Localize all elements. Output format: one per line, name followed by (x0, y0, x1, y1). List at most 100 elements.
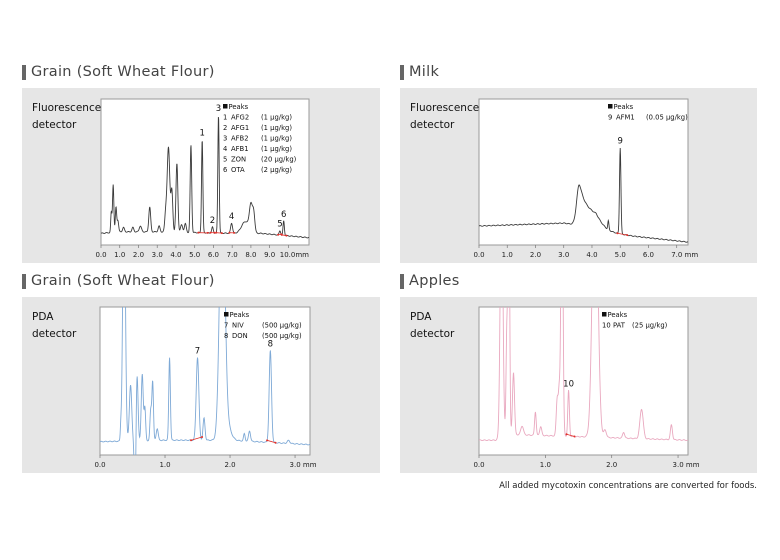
x-tick-label: 2.0 (133, 251, 144, 259)
legend-number: 1 (223, 114, 227, 122)
legend-concentration: (25 µg/kg) (632, 322, 668, 330)
peak-label: 1 (199, 128, 204, 138)
legend-title: Peaks (608, 311, 628, 319)
x-tick-label: 8.0 (245, 251, 256, 259)
legend-square-icon (608, 104, 613, 109)
title-bar-icon (22, 64, 26, 80)
legend-number: 3 (223, 135, 227, 143)
integration-mark (190, 439, 193, 442)
legend-concentration: (1 µg/kg) (261, 124, 292, 132)
integration-mark (206, 231, 209, 234)
detector-label: PDA detector (410, 309, 454, 343)
x-tick-label: 10.0mm (280, 251, 309, 259)
title-text: Grain (Soft Wheat Flour) (31, 64, 215, 80)
integration-mark (573, 435, 576, 438)
integration-mark (277, 233, 280, 236)
x-tick-label: 1.0 (502, 251, 513, 259)
legend-concentration: (1 µg/kg) (261, 114, 292, 122)
legend-compound: AFB2 (231, 135, 249, 143)
legend-compound: DON (232, 332, 248, 340)
legend-number: 9 (608, 114, 612, 122)
title-bar-icon (22, 273, 26, 289)
section-title-milk: Milk (400, 64, 439, 80)
detector-line: detector (32, 328, 77, 340)
integration-mark (201, 436, 204, 439)
x-tick-label: 7.0 mm (671, 251, 698, 259)
integration-baseline (266, 439, 276, 444)
title-bar-icon (400, 64, 404, 80)
title-bar-icon (400, 273, 404, 289)
legend-number: 4 (223, 145, 227, 153)
x-tick-label: 1.0 (114, 251, 125, 259)
integration-mark (220, 232, 223, 235)
integration-baseline (617, 232, 628, 236)
legend-number: 6 (223, 166, 227, 174)
peak-label: 2 (210, 216, 215, 226)
legend-concentration: (1 µg/kg) (261, 135, 292, 143)
peak-label: 5 (277, 220, 282, 230)
legend-square-icon (602, 312, 607, 317)
detector-line: detector (410, 328, 455, 340)
x-tick-label: 4.0 (170, 251, 181, 259)
legend-compound: AFG2 (231, 114, 249, 122)
x-tick-label: 9.0 (264, 251, 275, 259)
integration-mark (274, 441, 277, 444)
x-tick-label: 0.0 (94, 461, 105, 469)
x-tick-label: 7.0 (227, 251, 238, 259)
legend-square-icon (223, 104, 228, 109)
x-tick-label: 3.0 mm (673, 461, 700, 469)
x-tick-label: 2.0 (606, 461, 617, 469)
detector-line: PDA (32, 311, 54, 323)
chromatogram-trace (479, 147, 688, 243)
integration-mark (280, 233, 283, 236)
integration-baseline (566, 433, 575, 437)
detector-line: detector (32, 119, 77, 131)
integration-mark (565, 433, 568, 436)
legend-number: 2 (223, 124, 227, 132)
detector-line: detector (410, 119, 455, 131)
legend-title: Peaks (614, 103, 634, 111)
x-tick-label: 6.0 (643, 251, 654, 259)
legend-concentration: (0.05 µg/kg) (646, 114, 688, 122)
plot-area (478, 98, 689, 246)
legend-concentration: (1 µg/kg) (261, 145, 292, 153)
legend-concentration: (500 µg/kg) (262, 332, 302, 340)
integration-mark (197, 231, 200, 234)
legend-compound: OTA (231, 166, 245, 174)
x-tick-label: 6.0 (208, 251, 219, 259)
legend-compound: AFG1 (231, 124, 249, 132)
x-tick-label: 2.0 (530, 251, 541, 259)
legend-number: 8 (224, 332, 228, 340)
legend-compound: PAT (613, 322, 626, 330)
legend-number: 7 (224, 322, 228, 330)
integration-mark (209, 231, 212, 234)
peak-label: 8 (268, 340, 273, 350)
legend-number: 5 (223, 156, 227, 164)
detector-line: Fluorescence (32, 102, 102, 114)
peak-label: 6 (281, 210, 286, 220)
detector-line: Fluorescence (410, 102, 480, 114)
legend-concentration: (2 µg/kg) (261, 166, 292, 174)
legend-number: 10 (602, 322, 611, 330)
peak-label: 4 (229, 212, 234, 222)
peak-label: 9 (618, 137, 623, 147)
x-tick-label: 4.0 (586, 251, 597, 259)
legend-compound: AFM1 (616, 114, 635, 122)
integration-mark (285, 234, 288, 237)
x-tick-label: 3.0 (558, 251, 569, 259)
detector-label: Fluorescence detector (32, 100, 101, 134)
legend-concentration: (20 µg/kg) (261, 156, 297, 164)
detector-line: PDA (410, 311, 432, 323)
footnote: All added mycotoxin concentrations are c… (499, 481, 757, 491)
peak-label: 10 (563, 379, 574, 389)
x-tick-label: 0.0 (473, 461, 484, 469)
section-title-grain-fluorescence: Grain (Soft Wheat Flour) (22, 64, 215, 80)
title-text: Milk (409, 64, 440, 80)
x-tick-label: 5.0 (189, 251, 200, 259)
legend-square-icon (224, 312, 229, 317)
section-title-grain-pda: Grain (Soft Wheat Flour) (22, 273, 215, 289)
